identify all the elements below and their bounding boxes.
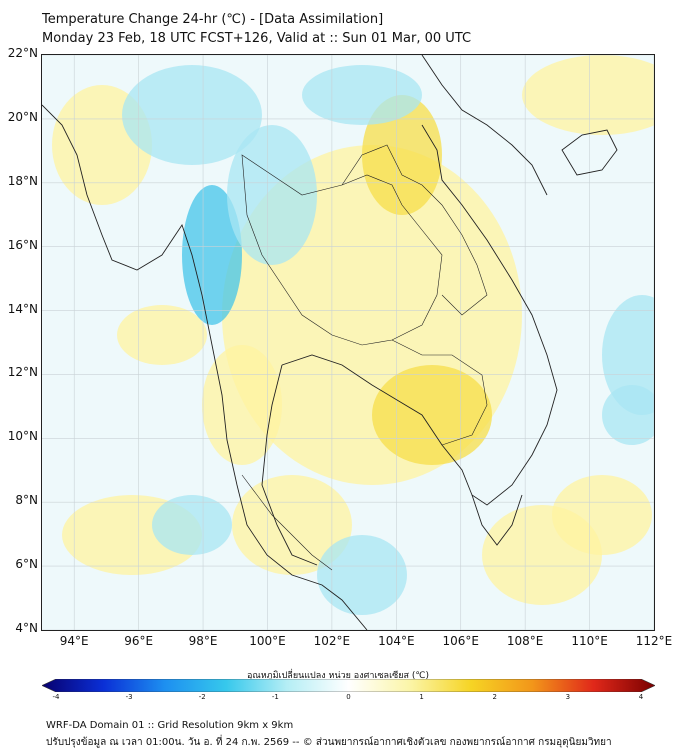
map-canvas — [42, 55, 654, 630]
longitude-label: 106°E — [442, 634, 479, 648]
colorbar-tick-label: 2 — [492, 693, 497, 701]
longitude-label: 102°E — [313, 634, 351, 648]
colorbar-tick-label: 3 — [565, 693, 571, 701]
mekong-delta-coastline — [471, 494, 523, 546]
temperature-anomaly-region — [317, 535, 407, 615]
latitude-label: 18°N — [7, 173, 38, 188]
temperature-field — [52, 55, 654, 615]
latitude-label: 8°N — [15, 493, 38, 508]
longitude-label: 94°E — [59, 634, 89, 648]
colorbar-label: อุณหภูมิเปลี่ยนแปลง หน่วย องศาเซลเซียส (… — [246, 671, 430, 681]
temperature-change-map — [41, 54, 655, 631]
temperature-anomaly-region — [602, 295, 654, 415]
colorbar-tick-label: 1 — [419, 693, 424, 701]
latitude-label: 14°N — [7, 301, 38, 316]
colorbar-gradient — [42, 679, 655, 692]
longitude-label: 96°E — [124, 634, 154, 648]
latitude-label: 6°N — [15, 557, 38, 572]
colorbar-tick-label: -4 — [52, 693, 60, 701]
gulf-of-thailand-coastline — [261, 124, 558, 566]
temperature-anomaly-region — [182, 185, 242, 325]
temperature-anomaly-region — [372, 365, 492, 465]
temperature-anomaly-region — [202, 345, 282, 465]
longitude-label: 112°E — [635, 634, 673, 648]
temperature-anomaly-region — [232, 475, 352, 575]
temperature-anomaly-region — [302, 65, 422, 125]
temperature-anomaly-region — [152, 495, 232, 555]
longitude-label: 104°E — [378, 634, 415, 648]
colorbar-tick-label: 4 — [638, 693, 644, 701]
colorbar-tick-label: -3 — [125, 693, 133, 701]
temperature-anomaly-region — [602, 385, 654, 445]
latitude-label: 20°N — [7, 109, 38, 124]
longitude-label: 100°E — [249, 634, 286, 648]
longitude-label: 110°E — [571, 634, 608, 648]
hainan-coastline — [561, 129, 618, 176]
temperature-anomaly-region — [122, 65, 262, 165]
colorbar-tick-label: -2 — [198, 693, 206, 701]
colorbar — [42, 679, 655, 692]
latitude-label: 4°N — [15, 621, 38, 635]
colorbar-tick-label: -1 — [271, 693, 279, 701]
cambodia-border — [391, 339, 488, 446]
temperature-anomaly-region — [552, 475, 652, 555]
footer-model-info: WRF-DA Domain 01 :: Grid Resolution 9km … — [46, 720, 294, 731]
map-subtitle: Monday 23 Feb, 18 UTC FCST+126, Valid at… — [42, 31, 472, 46]
map-title: Temperature Change 24-hr (℃) - [Data Ass… — [42, 12, 384, 27]
temperature-anomaly-region — [522, 55, 654, 135]
vietnam-north-coastline — [421, 55, 548, 196]
latitude-label: 16°N — [7, 237, 38, 252]
longitude-label: 98°E — [188, 634, 218, 648]
temperature-anomaly-region — [227, 125, 317, 265]
colorbar-tick-label: 0 — [346, 693, 351, 701]
indochina-coastline — [42, 104, 368, 630]
footer-credit: ปรับปรุงข้อมูล ณ เวลา 01:00น. วัน อ. ที่… — [46, 737, 612, 748]
laos-border — [341, 144, 488, 316]
latitude-label: 22°N — [7, 46, 38, 60]
latitude-label: 12°N — [7, 365, 38, 380]
temperature-anomaly-region — [117, 305, 207, 365]
longitude-label: 108°E — [506, 634, 544, 648]
malay-peninsula-border — [241, 474, 333, 571]
coastlines-borders — [42, 55, 618, 630]
latitude-label: 10°N — [7, 429, 38, 444]
